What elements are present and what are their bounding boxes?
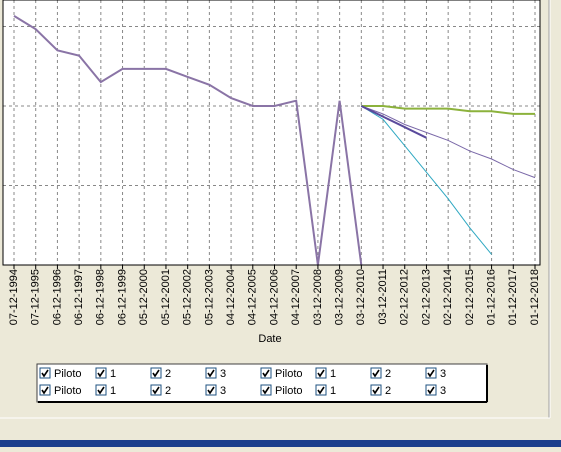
legend: Piloto 1 2 3 Piloto 1 2 3 Piloto 1 2 3 Piloto 1 2 3 xyxy=(39,367,446,397)
lines xyxy=(13,15,536,265)
x-tick-label: 02-12-2013 xyxy=(420,269,432,325)
series-line xyxy=(361,105,536,179)
x-tick-label: 06-12-1998 xyxy=(95,269,107,325)
checkmark xyxy=(317,369,325,378)
x-tick-label: 05-12-2001 xyxy=(160,269,172,325)
x-tick-label: 07-12-1995 xyxy=(30,269,42,325)
x-tick-label: 02-12-2014 xyxy=(442,269,454,325)
plot-border xyxy=(2,0,541,266)
x-tick-label: 06-12-1997 xyxy=(73,269,85,325)
checkbox[interactable] xyxy=(315,367,327,379)
checkbox[interactable] xyxy=(150,384,162,396)
legend-label: 1 xyxy=(110,385,116,397)
x-tick-label: 01-12-2016 xyxy=(485,269,497,325)
legend-label: 3 xyxy=(220,368,226,380)
legend-label: 2 xyxy=(165,368,171,380)
x-tick-label: 07-12-1994 xyxy=(8,269,20,325)
legend-label: 1 xyxy=(110,368,116,380)
x-tick-label: 04-12-2006 xyxy=(268,269,280,325)
legend-label: 1 xyxy=(330,385,336,397)
checkbox[interactable] xyxy=(370,367,382,379)
x-tick-label: 02-12-2012 xyxy=(399,269,411,325)
checkmark xyxy=(152,369,160,378)
x-tick-label: 05-12-2002 xyxy=(182,269,194,325)
checkbox[interactable] xyxy=(205,384,217,396)
checkmark xyxy=(41,386,49,395)
checkmark xyxy=(97,369,105,378)
legend-label: 1 xyxy=(330,368,336,380)
legend-label: Piloto xyxy=(54,385,82,397)
checkbox[interactable] xyxy=(39,367,51,379)
checkbox[interactable] xyxy=(370,384,382,396)
checkmark xyxy=(152,386,160,395)
x-tick-label: 04-12-2007 xyxy=(290,269,302,325)
checkbox[interactable] xyxy=(315,384,327,396)
series-line xyxy=(360,105,427,139)
checkbox[interactable] xyxy=(95,384,107,396)
x-tick-label: 02-12-2015 xyxy=(464,269,476,325)
checkmark xyxy=(262,369,270,378)
checkmark xyxy=(427,369,435,378)
x-tick-label: 05-12-2003 xyxy=(203,269,215,325)
x-tick-label: 05-12-2000 xyxy=(138,269,150,325)
legend-label: Piloto xyxy=(275,385,303,397)
series-line xyxy=(13,15,363,265)
checkbox[interactable] xyxy=(95,367,107,379)
grid xyxy=(3,0,540,265)
x-tick-label: 01-12-2018 xyxy=(529,269,541,325)
plot-area xyxy=(3,0,540,265)
legend-label: 3 xyxy=(220,385,226,397)
checkbox[interactable] xyxy=(260,384,272,396)
x-tick-label: 06-12-1999 xyxy=(116,269,128,325)
x-tick-label: 04-12-2004 xyxy=(225,269,237,325)
checkmark xyxy=(317,386,325,395)
checkmark xyxy=(207,386,215,395)
checkmark xyxy=(427,386,435,395)
legend-label: 3 xyxy=(440,385,446,397)
checkmark xyxy=(41,369,49,378)
checkbox[interactable] xyxy=(425,367,437,379)
legend-label: 2 xyxy=(385,385,391,397)
x-tick-label: 03-12-2010 xyxy=(355,269,367,325)
checkbox[interactable] xyxy=(425,384,437,396)
checkbox[interactable] xyxy=(260,367,272,379)
checkmark xyxy=(207,369,215,378)
x-tick-label: 06-12-1996 xyxy=(51,269,63,325)
series-line xyxy=(361,105,492,255)
x-tick-label: 04-12-2005 xyxy=(247,269,259,325)
legend-label: 3 xyxy=(440,368,446,380)
legend-label: Piloto xyxy=(54,368,82,380)
legend-label: 2 xyxy=(385,368,391,380)
checkbox[interactable] xyxy=(39,384,51,396)
x-tick-label: 03-12-2008 xyxy=(312,269,324,325)
x-axis-label: Date xyxy=(258,333,281,345)
checkmark xyxy=(97,386,105,395)
x-tick-label: 01-12-2017 xyxy=(507,269,519,325)
checkmark xyxy=(372,369,380,378)
checkmark xyxy=(372,386,380,395)
series-line xyxy=(361,105,535,115)
window-frame xyxy=(0,440,561,447)
legend-label: Piloto xyxy=(275,368,303,380)
checkmark xyxy=(262,386,270,395)
x-tick-label: 03-12-2011 xyxy=(377,269,389,324)
checkbox[interactable] xyxy=(150,367,162,379)
checkbox[interactable] xyxy=(205,367,217,379)
legend-label: 2 xyxy=(165,385,171,397)
x-tick-label: 03-12-2009 xyxy=(334,269,346,325)
